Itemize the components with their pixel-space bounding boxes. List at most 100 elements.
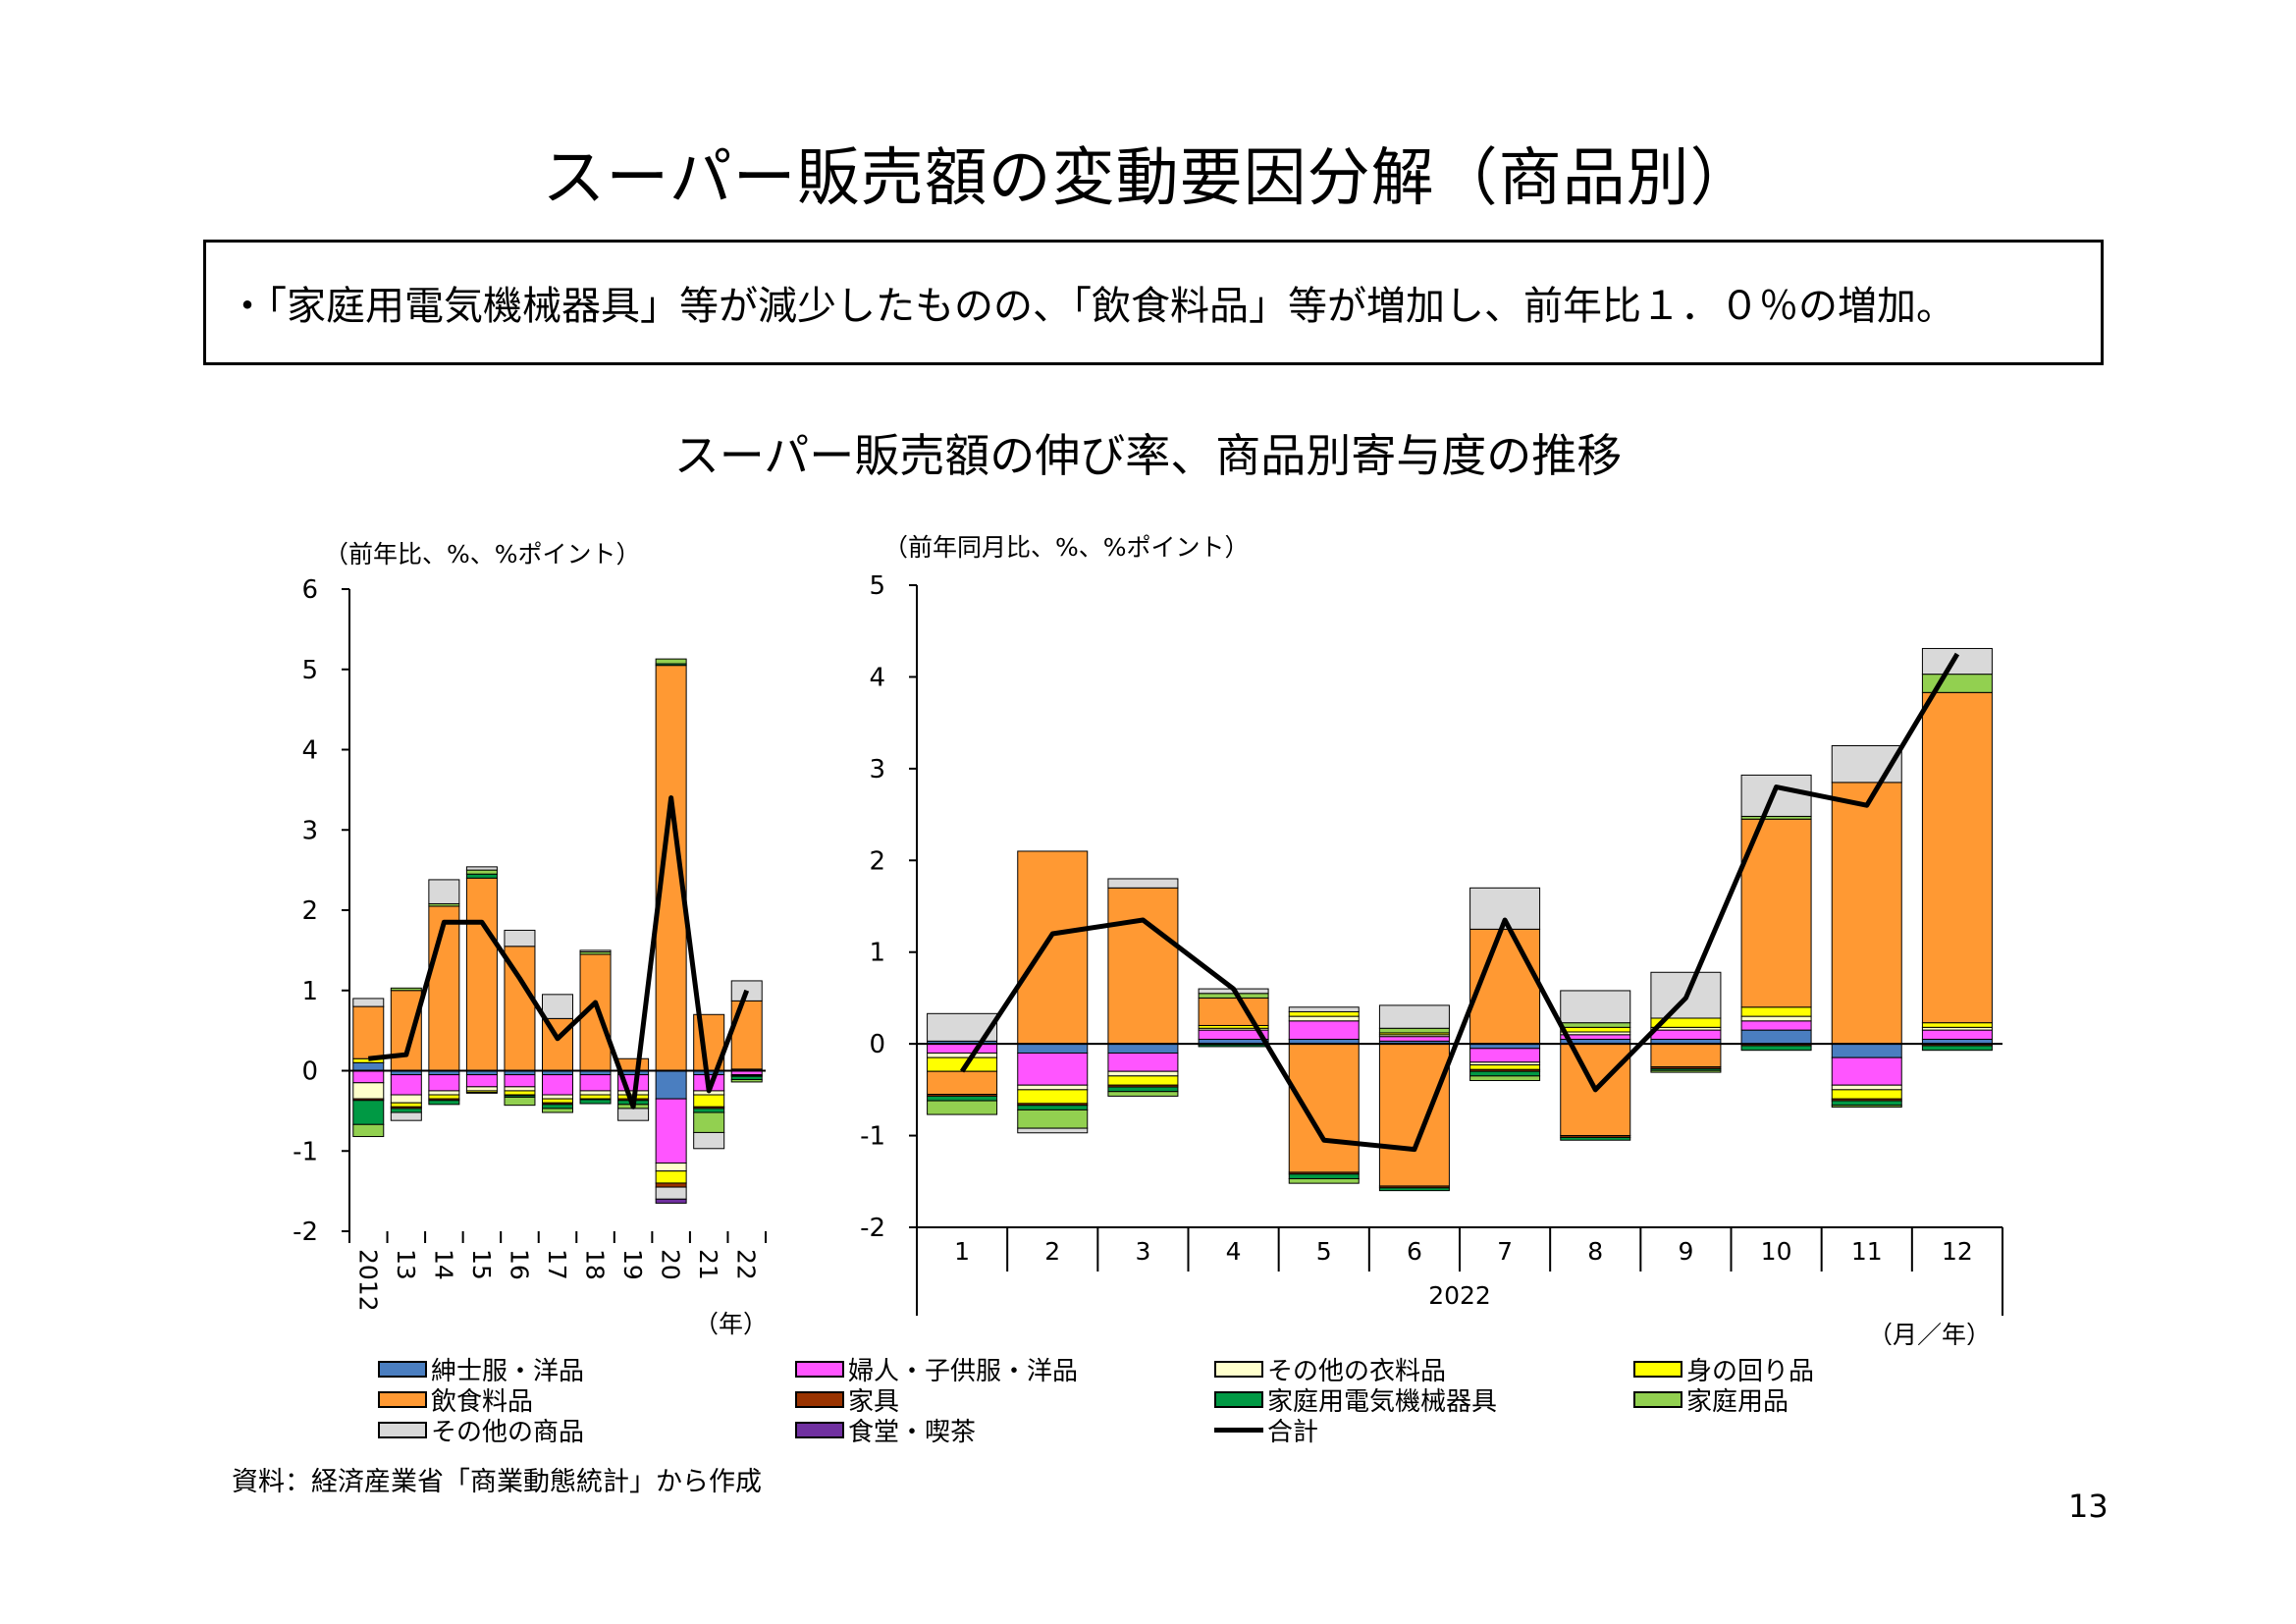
right-total-line: [959, 652, 1960, 1153]
legend-label: 家具: [848, 1387, 900, 1417]
right-bar-other: [1921, 647, 1993, 676]
right-bar-mens: [1017, 1043, 1089, 1054]
left-bar-other: [693, 1131, 725, 1150]
left-bar-furniture: [465, 1092, 498, 1094]
right-y-tick-label: -1: [860, 1122, 885, 1152]
left-y-tick-label: 4: [301, 736, 318, 766]
right-bar-womens: [1921, 1029, 1993, 1040]
left-bar-household: [730, 1078, 763, 1083]
left-y-tick-label: 3: [301, 816, 318, 845]
left-bar-mens: [352, 1061, 385, 1072]
right-bar-household: [1921, 674, 1993, 693]
annual-stacked-chart: -2 -1 0 1 2 3 4 5 6 2012 13 14 15 16 17 18 19 20 21 22 （年）: [293, 575, 768, 1338]
right-bar-electric: [1560, 1136, 1631, 1141]
left-bar-other: [617, 1108, 650, 1121]
left-bar-other: [504, 929, 536, 947]
left-bar-furniture: [655, 1182, 687, 1188]
legend-swatch-other_clothing: [1214, 1361, 1263, 1378]
left-bar-personal: [655, 1170, 687, 1184]
right-bar-womens: [1288, 1020, 1360, 1040]
left-bar-electric: [693, 1108, 725, 1113]
right-bar-other_clothing: [1017, 1084, 1089, 1091]
right-y-tick-label: 4: [869, 663, 885, 692]
left-bar-personal: [579, 1094, 612, 1100]
chart-subtitle: スーパー販売額の伸び率、商品別寄与度の推移: [673, 429, 1623, 482]
left-x-tick-label: 14: [429, 1249, 457, 1280]
left-bar-other: [579, 949, 612, 953]
left-y-tick-label: -1: [293, 1137, 318, 1166]
left-y-tick-label: -2: [293, 1218, 318, 1247]
legend-item-personal: 身の回り品: [1633, 1351, 1814, 1387]
right-x-tick-label: 11: [1851, 1237, 1883, 1266]
left-bar-food: [617, 1057, 650, 1071]
left-y-tick-label: 5: [301, 656, 318, 685]
legend-swatch-personal: [1633, 1361, 1682, 1378]
left-bar-electric: [579, 1099, 612, 1105]
right-bar-household: [1469, 1075, 1541, 1082]
right-bar-household: [927, 1100, 998, 1115]
right-chart-unit-label: （前年同月比、%、%ポイント）: [883, 533, 1250, 562]
legend-label: 合計: [1267, 1418, 1319, 1447]
right-bar-household: [1198, 993, 1269, 999]
left-bar-womens: [542, 1074, 573, 1096]
left-bar-food: [428, 905, 460, 1071]
left-bar-personal: [428, 1094, 460, 1100]
left-x-unit-label: （年）: [694, 1310, 768, 1338]
legend-swatch-electric: [1214, 1391, 1263, 1408]
legend-label: 身の回り品: [1686, 1357, 1815, 1386]
left-bar-other_clothing: [428, 1090, 460, 1096]
left-x-tick-label: 2012: [353, 1249, 382, 1312]
right-bar-other_clothing: [1288, 1015, 1360, 1022]
right-bar-food: [1378, 1043, 1450, 1187]
right-bar-womens: [1017, 1052, 1089, 1086]
right-x-tick-label: 1: [954, 1237, 970, 1266]
right-bar-womens: [1560, 1034, 1631, 1040]
right-bar-other_clothing: [1107, 1070, 1179, 1077]
right-bar-other_clothing: [927, 1052, 998, 1058]
right-bar-food: [927, 1070, 998, 1096]
legend-swatch-total: [1214, 1428, 1263, 1433]
source-note: 資料：経済産業省「商業動態統計」から作成: [232, 1467, 762, 1497]
left-x-tick-label: 19: [618, 1249, 647, 1280]
left-bar-other_clothing: [542, 1094, 573, 1100]
right-bar-other: [1740, 774, 1812, 817]
left-bar-mens: [655, 1070, 687, 1100]
right-bar-mens: [1740, 1029, 1812, 1045]
right-x-unit-label: （月／年）: [1868, 1321, 1991, 1345]
right-bar-household: [1017, 1109, 1089, 1129]
left-bar-electric: [465, 873, 498, 879]
right-bar-household: [1560, 1022, 1631, 1028]
right-bar-womens: [1469, 1048, 1541, 1063]
left-bar-food: [352, 1005, 385, 1059]
legend-item-total: 合計: [1214, 1412, 1318, 1448]
right-y-tick-label: 1: [869, 939, 885, 968]
right-bar-electric: [1740, 1045, 1812, 1052]
legend-swatch-food: [378, 1391, 427, 1408]
left-bar-household: [542, 1108, 573, 1113]
legend-item-food: 飲食料品: [378, 1381, 533, 1418]
right-bar-other: [1469, 887, 1541, 930]
right-y-tick-label: -2: [860, 1214, 885, 1243]
right-bar-electric: [1469, 1070, 1541, 1077]
right-bar-electric: [927, 1095, 998, 1102]
right-bar-personal: [1831, 1089, 1902, 1100]
summary-text: ・「家庭用電気機械器具」等が減少したものの、「飲食料品」等が増加し、前年比１．０…: [228, 284, 1955, 329]
right-bar-food: [1650, 1043, 1722, 1067]
legend-swatch-mens: [378, 1361, 427, 1378]
left-bar-womens: [579, 1074, 612, 1092]
right-bar-womens: [927, 1043, 998, 1054]
left-x-tick-label: 17: [543, 1249, 571, 1280]
right-bar-electric: [1107, 1086, 1179, 1093]
right-bar-personal: [1921, 1022, 1993, 1028]
right-bar-household: [1288, 1177, 1360, 1184]
right-bar-other: [1560, 990, 1631, 1024]
right-x-tick-label: 5: [1316, 1237, 1332, 1266]
left-bar-other_clothing: [579, 1090, 612, 1096]
left-bar-womens: [465, 1074, 498, 1088]
right-bar-electric: [1288, 1173, 1360, 1179]
right-bar-household: [1650, 1069, 1722, 1073]
right-y-tick-label: 2: [869, 846, 885, 876]
legend-swatch-furniture: [795, 1391, 844, 1408]
legend-item-furniture: 家具: [795, 1381, 899, 1418]
left-bar-personal: [693, 1094, 725, 1108]
